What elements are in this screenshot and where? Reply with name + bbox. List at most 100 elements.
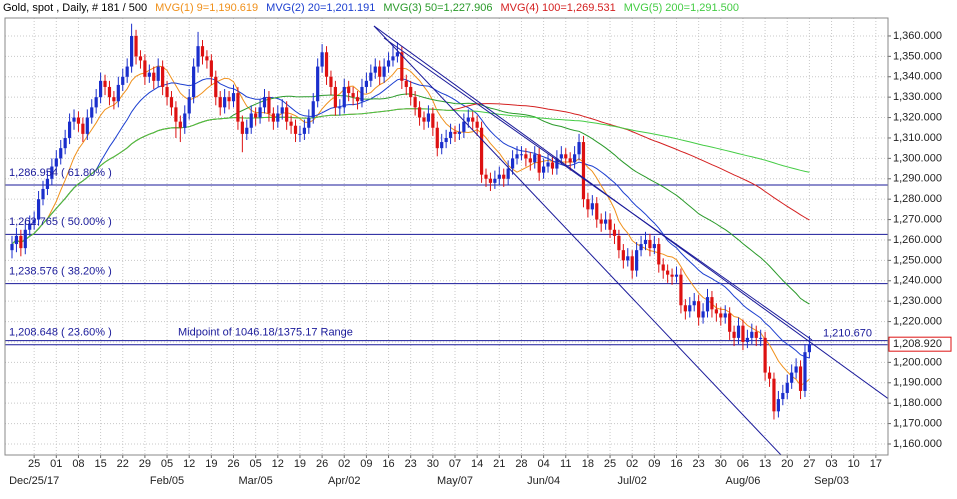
candle-body <box>741 325 745 342</box>
candle-body <box>759 337 763 339</box>
candle-body <box>661 264 665 271</box>
candle-body <box>670 274 674 277</box>
candle-body <box>214 76 218 98</box>
candle-body <box>187 97 191 114</box>
x-tick-label: 25 <box>28 458 40 470</box>
candle-body <box>236 93 240 122</box>
candle-body <box>54 158 58 167</box>
candle-body <box>138 56 143 61</box>
candle-body <box>732 331 736 338</box>
x-tick-label: 06 <box>737 458 749 470</box>
candle-body <box>192 66 196 98</box>
candle-body <box>417 107 422 118</box>
candle-body <box>471 117 475 122</box>
candle-body <box>652 244 656 249</box>
candle-body <box>329 76 333 87</box>
candle-body <box>364 80 368 87</box>
candle-body <box>723 313 727 318</box>
candle-body <box>333 86 337 108</box>
candle-body <box>360 86 364 102</box>
candle-body <box>307 117 311 128</box>
x-group-label: May/07 <box>437 475 473 487</box>
y-tick-label: 1,350.000 <box>893 50 942 62</box>
candle-body <box>373 66 377 73</box>
x-tick-label: 30 <box>427 458 439 470</box>
candle-body <box>316 66 320 102</box>
candle-body <box>324 52 329 77</box>
trend-line <box>373 25 782 455</box>
candle-body <box>205 56 209 61</box>
y-tick-label: 1,190.000 <box>893 377 942 389</box>
x-tick-label: 09 <box>360 458 372 470</box>
candle-body <box>50 166 54 179</box>
candle-body <box>280 107 284 114</box>
plot-frame <box>4 17 889 456</box>
candle-body <box>484 174 488 179</box>
midpoint-label: 1,210.670 <box>823 328 872 340</box>
x-tick-label: 14 <box>471 458 483 470</box>
x-tick-label: 19 <box>205 458 217 470</box>
candle-body <box>36 199 41 220</box>
candle-body <box>794 366 798 373</box>
candle-body <box>19 235 23 249</box>
x-tick-label: 12 <box>272 458 284 470</box>
x-tick-label: 29 <box>139 458 151 470</box>
candle-body <box>134 35 138 57</box>
fib-label: 1,262.765 ( 50.00% ) <box>9 216 112 228</box>
x-tick-label: 23 <box>693 458 705 470</box>
ma-layer <box>10 23 811 420</box>
candle-body <box>249 113 253 128</box>
candle-body <box>289 121 293 126</box>
candle-body <box>502 174 506 179</box>
indicator-label: MVG(2) 20=1,201.191 <box>266 2 375 14</box>
candle-body <box>599 219 603 224</box>
candle-body <box>728 313 732 332</box>
candle-body <box>227 97 231 102</box>
candle-body <box>595 203 599 220</box>
candle-body <box>14 235 19 245</box>
candle-body <box>674 274 679 277</box>
candle-body <box>174 107 178 122</box>
y-tick-label: 1,340.000 <box>893 71 942 83</box>
candle-body <box>94 97 98 108</box>
x-tick-label: 05 <box>161 458 173 470</box>
y-tick-label: 1,290.000 <box>893 173 942 185</box>
candle-body <box>386 60 391 67</box>
candle-body <box>643 239 648 245</box>
candle-body <box>45 178 50 189</box>
candle-body <box>293 125 298 134</box>
candle-body <box>342 86 346 108</box>
candle-body <box>130 35 134 67</box>
candle-body <box>298 133 302 135</box>
candle-body <box>112 97 116 102</box>
candle-body <box>200 46 205 57</box>
candle-body <box>736 325 741 338</box>
x-tick-label: 19 <box>294 458 306 470</box>
candle-body <box>457 131 462 134</box>
candle-body <box>488 178 493 183</box>
candle-body <box>178 121 182 128</box>
x-tick-label: 10 <box>848 458 860 470</box>
trend-lines <box>373 25 888 455</box>
x-tick-label: 05 <box>250 458 262 470</box>
candle-body <box>395 52 400 57</box>
y-tick-label: 1,240.000 <box>893 275 942 287</box>
x-tick-label: 23 <box>405 458 417 470</box>
header: Gold, spot , Daily, # 181 / 500 MVG(1) 9=… <box>3 2 739 14</box>
candle-body <box>453 131 457 134</box>
candle-body <box>152 72 156 81</box>
candle-body <box>537 154 541 173</box>
last-price-label: 1,208.920 <box>893 338 942 350</box>
title: Gold, spot , Daily, # 181 / 500 <box>3 2 147 14</box>
candle-body <box>258 107 262 118</box>
x-tick-label: 20 <box>781 458 793 470</box>
y-tick-label: 1,170.000 <box>893 417 942 429</box>
candle-body <box>351 93 355 98</box>
y-tick-label: 1,250.000 <box>893 254 942 266</box>
x-group-label: Feb/05 <box>150 475 184 487</box>
x-tick-label: 16 <box>670 458 682 470</box>
candle-body <box>231 93 236 102</box>
candle-body <box>767 372 772 379</box>
